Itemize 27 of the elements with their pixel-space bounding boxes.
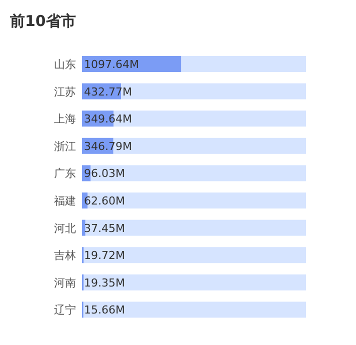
y-tick-label: 上海 <box>54 112 76 126</box>
data-label: 1097.64M <box>84 58 139 71</box>
bar <box>83 302 306 318</box>
data-label: 19.72M <box>84 249 125 262</box>
data-label: 346.79M <box>84 140 132 153</box>
data-label: 349.64M <box>84 112 132 126</box>
y-tick-label: 吉林 <box>54 249 76 262</box>
y-tick-label: 浙江 <box>54 140 76 153</box>
data-label: 19.35M <box>84 276 125 290</box>
bar <box>85 220 306 236</box>
y-tick-label: 江苏 <box>54 85 76 98</box>
data-label: 15.66M <box>84 304 125 317</box>
bar <box>84 247 306 264</box>
y-tick-label: 广东 <box>54 167 76 180</box>
y-tick-label: 辽宁 <box>54 304 76 317</box>
bar <box>181 56 306 72</box>
data-label: 432.77M <box>84 85 132 98</box>
y-tick-label: 山东 <box>54 58 76 71</box>
chart-title: 前10省市 <box>9 12 76 30</box>
bar <box>82 220 86 236</box>
bar <box>84 274 306 290</box>
data-label: 62.60M <box>84 194 125 208</box>
y-tick-label: 福建 <box>54 194 76 208</box>
y-tick-label: 河北 <box>54 222 76 235</box>
data-label: 96.03M <box>84 167 125 180</box>
data-label: 37.45M <box>84 222 125 235</box>
y-tick-label: 河南 <box>54 276 76 290</box>
